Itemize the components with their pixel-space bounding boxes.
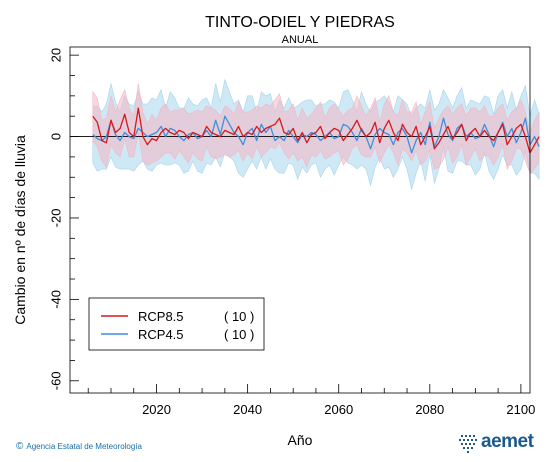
y-axis-label: Cambio en nº de días de lluvia [12, 135, 28, 325]
y-tick-label: 0 [48, 133, 63, 140]
x-tick-label: 2060 [324, 402, 353, 417]
copyright-icon: © [16, 441, 24, 452]
y-tick-label: -40 [48, 290, 63, 309]
legend-count-rcp45: ( 10 ) [224, 327, 254, 342]
series-line-rcp45 [92, 115, 540, 154]
aemet-logo-text[interactable]: aemet [481, 431, 534, 452]
plot-frame [69, 46, 531, 394]
chart-title: TINTO-ODIEL Y PIEDRAS [205, 14, 395, 31]
legend-count-rcp85: ( 10 ) [224, 309, 254, 324]
aemet-logo-icon [459, 435, 477, 453]
legend-box [88, 297, 265, 351]
legend-label-rcp85: RCP8.5 [138, 309, 184, 324]
x-tick-label: 2100 [506, 402, 535, 417]
x-tick-label: 2020 [142, 402, 171, 417]
legend: RCP8.5 ( 10 ) RCP4.5 ( 10 ) [88, 297, 265, 351]
series-line-rcp85 [92, 107, 540, 154]
y-tick-label: 20 [48, 48, 63, 62]
y-tick-label: -60 [48, 371, 63, 390]
y-tick-label: -20 [48, 209, 63, 228]
legend-label-rcp45: RCP4.5 [138, 327, 184, 342]
agency-credit[interactable]: © Agencia Estatal de Meteorología [16, 441, 142, 452]
x-axis-label: Año [288, 432, 313, 448]
plot-area: 2020 2040 2060 2080 2100 20 0 -20 -40 -60 [48, 48, 540, 417]
chart-subtitle: ANUAL [282, 34, 319, 46]
agency-name: Agencia Estatal de Meteorología [26, 442, 143, 451]
x-tick-label: 2080 [415, 402, 444, 417]
x-tick-label: 2040 [233, 402, 262, 417]
band-rcp85 [92, 83, 540, 174]
